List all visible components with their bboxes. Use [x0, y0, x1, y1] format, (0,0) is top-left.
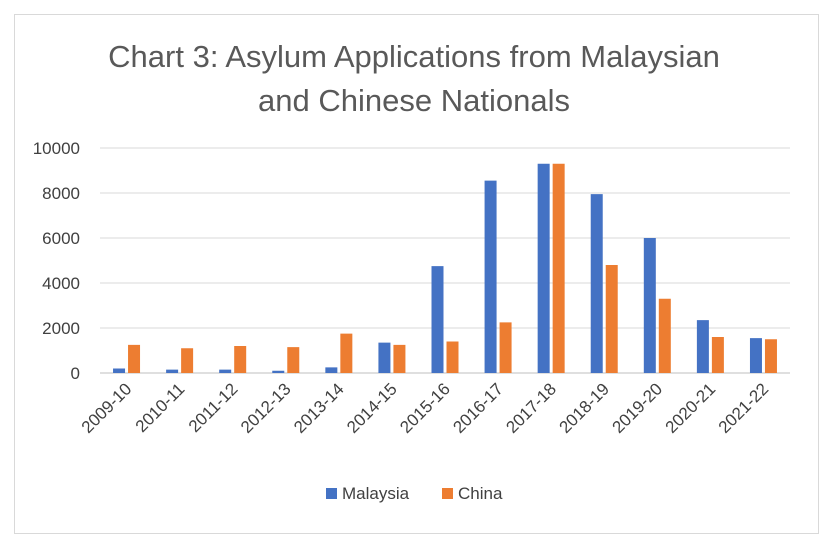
bar-china	[658, 298, 671, 373]
x-tick-label: 2014-15	[343, 379, 401, 437]
legend-label-malaysia: Malaysia	[342, 484, 410, 503]
bar-malaysia	[325, 367, 338, 373]
bar-malaysia	[696, 320, 709, 373]
y-tick-label: 6000	[42, 229, 80, 248]
bar-malaysia	[272, 370, 285, 373]
chart-title: Chart 3: Asylum Applications from Malays…	[0, 35, 828, 123]
bar-malaysia	[219, 369, 232, 373]
legend-swatch-china	[442, 488, 453, 499]
x-tick-label: 2013-14	[290, 379, 348, 437]
bar-malaysia	[537, 163, 550, 373]
x-tick-label: 2017-18	[502, 379, 560, 437]
x-tick-label: 2009-10	[78, 379, 136, 437]
x-tick-label: 2020-21	[662, 379, 720, 437]
bar-china	[340, 333, 353, 373]
x-tick-label: 2011-12	[185, 379, 242, 436]
bar-china	[287, 347, 300, 373]
bar-china	[446, 341, 459, 373]
bar-china	[234, 346, 247, 373]
x-tick-label: 2019-20	[609, 379, 667, 437]
chart-title-line-2: and Chinese Nationals	[258, 83, 570, 118]
legend-swatch-malaysia	[326, 488, 337, 499]
x-tick-label: 2015-16	[396, 379, 454, 437]
bar-china	[764, 339, 777, 373]
bar-china	[711, 337, 724, 373]
bar-china	[393, 344, 406, 373]
x-tick-label: 2012-13	[237, 379, 295, 437]
y-tick-label: 2000	[42, 319, 80, 338]
bar-china	[181, 348, 194, 373]
bar-china	[605, 265, 618, 373]
x-tick-label: 2021-22	[715, 379, 773, 437]
bar-chart: 0 2000 4000 6000 8000 10000 2009-102010-112011…	[33, 139, 790, 503]
y-tick-label: 8000	[42, 184, 80, 203]
bar-malaysia	[643, 238, 656, 373]
bar-malaysia	[431, 266, 444, 373]
bar-china	[128, 344, 141, 373]
chart-frame	[14, 14, 819, 534]
x-tick-label: 2016-17	[449, 379, 507, 437]
chart-title-line-1: Chart 3: Asylum Applications from Malays…	[108, 39, 720, 74]
bar-malaysia	[113, 368, 126, 373]
bar-malaysia	[378, 342, 391, 373]
bar-malaysia	[590, 194, 603, 373]
legend-label-china: China	[458, 484, 503, 503]
bar-malaysia	[166, 369, 179, 373]
y-tick-label: 10000	[33, 139, 80, 158]
bar-malaysia	[749, 338, 762, 373]
bar-china	[552, 163, 565, 373]
y-tick-label: 0	[71, 364, 80, 383]
y-tick-label: 4000	[42, 274, 80, 293]
x-tick-label: 2018-19	[556, 379, 614, 437]
bar-malaysia	[484, 180, 497, 373]
bar-china	[499, 322, 512, 373]
x-tick-label: 2010-11	[132, 379, 189, 436]
